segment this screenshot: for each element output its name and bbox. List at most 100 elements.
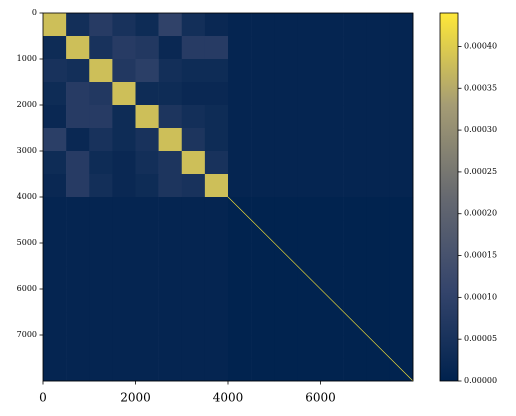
heatmap-cell xyxy=(297,289,321,313)
heatmap-cell xyxy=(112,289,136,313)
heatmap-cell xyxy=(366,151,391,175)
heatmap-cell xyxy=(66,82,90,106)
heatmap-cell xyxy=(181,197,206,221)
heatmap-cell xyxy=(320,128,344,152)
heatmap-cell xyxy=(135,174,159,198)
heatmap-cell xyxy=(135,358,159,382)
heatmap-cell xyxy=(43,59,67,83)
heatmap-cell xyxy=(89,220,113,244)
heatmap-cell xyxy=(343,266,368,290)
heatmap-cell xyxy=(158,59,183,83)
heatmap-cell xyxy=(66,59,90,83)
heatmap-cell xyxy=(181,266,206,290)
heatmap-cell xyxy=(274,59,298,83)
heatmap-cell xyxy=(251,82,275,106)
heatmap-cell xyxy=(135,289,159,313)
heatmap-cell xyxy=(135,59,159,83)
heatmap-cell xyxy=(204,82,229,106)
heatmap-cell xyxy=(251,151,275,175)
colorbar-tick-label: 0.00015 xyxy=(464,251,497,260)
heatmap-cell xyxy=(274,105,298,129)
heatmap-cell xyxy=(135,36,159,60)
heatmap-cell xyxy=(343,151,368,175)
x-tick-label: 2000 xyxy=(120,391,151,405)
heatmap-cell xyxy=(366,266,391,290)
heatmap-cell xyxy=(204,220,229,244)
heatmap-cell xyxy=(343,289,368,313)
y-tick-label: 4000 xyxy=(17,192,37,201)
y-tick-label: 1000 xyxy=(17,54,37,63)
heatmap-cell xyxy=(204,197,229,221)
heatmap-cell xyxy=(320,105,344,129)
heatmap-cell xyxy=(320,266,344,290)
heatmap-cell xyxy=(251,312,275,336)
heatmap-cell xyxy=(112,243,136,267)
heatmap-cell xyxy=(158,151,183,175)
heatmap-cell xyxy=(366,13,391,37)
heatmap-cell xyxy=(112,36,136,60)
heatmap-cell xyxy=(158,128,183,152)
heatmap-cell xyxy=(89,174,113,198)
heatmap-cell xyxy=(158,358,183,382)
heatmap-cell xyxy=(251,36,275,60)
heatmap-cell xyxy=(320,151,344,175)
heatmap-cell xyxy=(89,128,113,152)
heatmap-cell xyxy=(135,128,159,152)
heatmap-cell xyxy=(66,243,90,267)
heatmap-cell xyxy=(251,59,275,83)
heatmap-cell xyxy=(112,335,136,359)
heatmap-cell xyxy=(343,220,368,244)
heatmap-cell xyxy=(297,59,321,83)
heatmap-cell xyxy=(43,105,67,129)
heatmap-cell xyxy=(181,289,206,313)
heatmap-cell xyxy=(204,312,229,336)
heatmap-cell xyxy=(228,36,252,60)
heatmap-cell xyxy=(228,243,252,267)
heatmap-cell xyxy=(228,174,252,198)
heatmap-cell xyxy=(181,151,206,175)
heatmap-cell xyxy=(228,335,252,359)
heatmap-cell xyxy=(66,266,90,290)
y-tick-label: 0 xyxy=(32,8,37,17)
heatmap-cell xyxy=(112,105,136,129)
heatmap-cell xyxy=(204,289,229,313)
heatmap-cell xyxy=(343,335,368,359)
heatmap-cell xyxy=(343,243,368,267)
heatmap-cell xyxy=(389,174,414,198)
heatmap-cell xyxy=(181,36,206,60)
heatmap-cell xyxy=(112,13,136,37)
heatmap-cell xyxy=(66,36,90,60)
heatmap-cell xyxy=(228,59,252,83)
heatmap-cell xyxy=(274,174,298,198)
heatmap-cell xyxy=(366,174,391,198)
heatmap-cell xyxy=(228,312,252,336)
heatmap-cell xyxy=(112,174,136,198)
heatmap-cell xyxy=(251,105,275,129)
heatmap-cell xyxy=(228,82,252,106)
heatmap-cell xyxy=(297,358,321,382)
heatmap-cell xyxy=(43,335,67,359)
heatmap-cell xyxy=(135,82,159,106)
heatmap-cell xyxy=(297,82,321,106)
heatmap-cell xyxy=(389,220,414,244)
heatmap-cell xyxy=(89,266,113,290)
heatmap-cell xyxy=(135,266,159,290)
heatmap-cell xyxy=(43,243,67,267)
heatmap-cell xyxy=(366,36,391,60)
heatmap-cell xyxy=(204,36,229,60)
heatmap-cell xyxy=(343,174,368,198)
heatmap-cell xyxy=(320,243,344,267)
x-tick-label: 0 xyxy=(39,391,47,405)
heatmap-cell xyxy=(366,82,391,106)
heatmap-cell xyxy=(366,312,391,336)
heatmap-cell xyxy=(274,13,298,37)
heatmap-cell xyxy=(135,151,159,175)
heatmap-cell xyxy=(228,13,252,37)
heatmap-cell xyxy=(366,289,391,313)
heatmap-cell xyxy=(158,13,183,37)
heatmap-cell xyxy=(66,358,90,382)
y-tick-label: 6000 xyxy=(17,284,37,293)
diagonal-line xyxy=(227,196,414,382)
heatmap-cell xyxy=(158,266,183,290)
heatmap-cell xyxy=(181,105,206,129)
